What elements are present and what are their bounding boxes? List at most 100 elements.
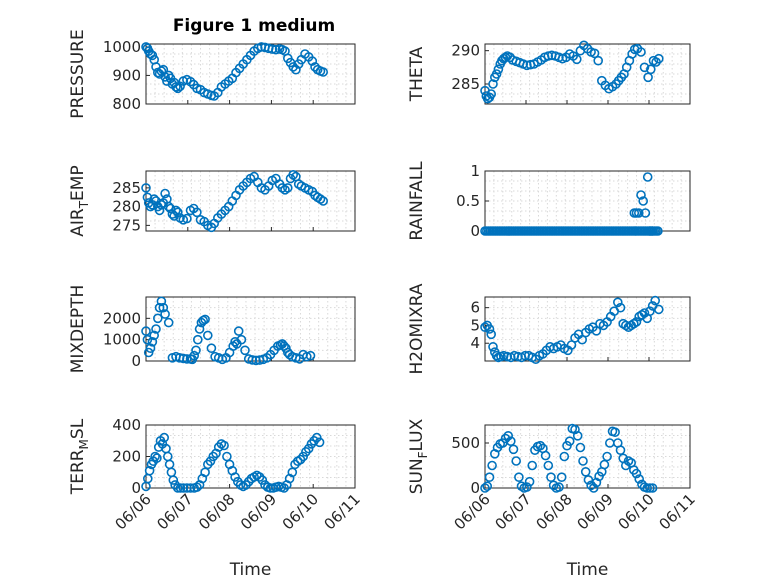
xtick-label: 06/08 — [533, 490, 576, 533]
panel-6-point — [164, 459, 175, 470]
panel-4-point — [154, 302, 165, 313]
panel-2-point — [182, 213, 192, 224]
panel-7-point — [487, 460, 497, 471]
panel-7-point — [484, 472, 495, 483]
panel-4-point — [194, 324, 205, 334]
panel-3-point — [636, 190, 646, 200]
panel-7-point — [548, 480, 559, 491]
panel-7-point — [647, 483, 658, 493]
panel-4-point — [240, 345, 250, 356]
panel-7-point — [540, 450, 551, 461]
panel-4-point — [145, 343, 156, 354]
panel-6-point — [143, 473, 153, 484]
panel-7-point — [503, 430, 514, 441]
panel-7-point — [572, 430, 583, 441]
panel-7-point — [580, 466, 591, 477]
panel-2-point — [142, 192, 153, 203]
panel-0-ytick-label: 900 — [112, 66, 141, 84]
panel-2-point — [149, 194, 159, 204]
panel-5-point — [612, 297, 623, 308]
panel-4-point — [158, 302, 169, 313]
panel-2-point — [163, 201, 174, 212]
panel-0-point — [307, 56, 318, 66]
panel-2-point — [192, 207, 202, 218]
panel-2-ytick-label: 280 — [112, 198, 141, 216]
panel-1-point — [643, 72, 653, 83]
panel-4-point — [233, 326, 244, 336]
panel-7-point — [564, 436, 575, 447]
panel-1-point — [639, 62, 650, 73]
panel-7-ytick-label: 500 — [451, 434, 480, 452]
panel-0-ylabel: PRESSURE — [68, 29, 88, 118]
panel-3-ylabel: RAINFALL — [407, 161, 427, 241]
panel-1-ylabel: THETA — [407, 46, 427, 102]
panel-4-ylabel: MIXDEPTH — [68, 285, 88, 374]
panel-3-point — [633, 208, 644, 218]
panel-6-ytick-label: 400 — [112, 416, 141, 434]
panel-1-point — [627, 49, 637, 59]
figure-title: Figure 1 medium — [173, 16, 335, 36]
panel-2-point — [154, 205, 165, 216]
panel-7-point — [500, 433, 511, 444]
panel-3-point — [653, 226, 663, 236]
panel-1-point — [653, 53, 664, 64]
panel-6-point — [230, 472, 240, 482]
panel-7-ytick-label: 0 — [470, 479, 480, 497]
panel-4-point — [305, 350, 316, 361]
panel-2-ytick-label: 285 — [112, 179, 141, 197]
panel-7-point — [588, 483, 599, 493]
panel-5-point — [480, 322, 490, 333]
panel-7-point — [583, 475, 594, 485]
panel-5-point — [486, 329, 497, 340]
panel-0: 800 900 1000 PRESSURE — [68, 29, 356, 119]
xtick-label: 06/09 — [574, 490, 617, 533]
panel-5-ylabel: H2OMIXRA — [407, 283, 427, 374]
panel-2-point — [282, 183, 293, 193]
panel-0-point — [291, 64, 301, 75]
panel-7-point — [546, 472, 556, 483]
panel-6-point — [175, 483, 186, 493]
panel-5-point — [615, 302, 626, 313]
panel-7-point — [578, 456, 588, 466]
panel-7-point — [610, 427, 620, 438]
panel-7-point — [556, 472, 567, 483]
panel-1-point — [571, 54, 582, 65]
panel-7-point — [575, 442, 586, 453]
xtick-label: 06/08 — [195, 490, 238, 533]
panel-2-point — [171, 205, 181, 216]
panel-7-point — [522, 482, 532, 492]
xtick-label: 06/10 — [615, 490, 658, 533]
panel-6-ytick-label: 200 — [112, 448, 141, 466]
panel-6-point — [303, 443, 314, 454]
panel-5-ytick-label: 4 — [470, 334, 480, 352]
panel-3: 0 0.5 1 RAINFALL — [407, 161, 691, 241]
panel-2-point — [165, 203, 176, 214]
panel-6-ylabel: TERRMSL — [68, 418, 91, 495]
panel-4-point — [160, 309, 170, 319]
panel-6-point — [150, 451, 160, 462]
panel-1: 285 290 THETA — [407, 40, 691, 105]
panel-1-ytick-label: 290 — [451, 42, 480, 60]
panel-0-ytick-label: 1000 — [103, 38, 141, 56]
panel-1-point — [589, 48, 600, 59]
panel-7-point — [524, 476, 535, 487]
panel-5-ytick-label: 5 — [470, 316, 480, 334]
panel-4-point — [206, 343, 217, 354]
panel-0-point — [271, 44, 281, 55]
panel-1-point — [491, 69, 502, 79]
xlabel: Time — [566, 560, 609, 580]
panel-4: 0 1000 2000 MIXDEPTH — [68, 285, 356, 374]
panel-7-point — [480, 483, 490, 493]
panel-7-point — [615, 445, 626, 456]
panel-4-point — [203, 330, 213, 341]
panel-4-point — [230, 336, 240, 347]
panel-2-ytick-label: 275 — [112, 216, 141, 234]
panel-7-point — [554, 482, 564, 492]
xtick-label: 06/11 — [321, 490, 364, 533]
panel-6-point — [144, 465, 155, 476]
panel-4-point — [151, 324, 161, 334]
